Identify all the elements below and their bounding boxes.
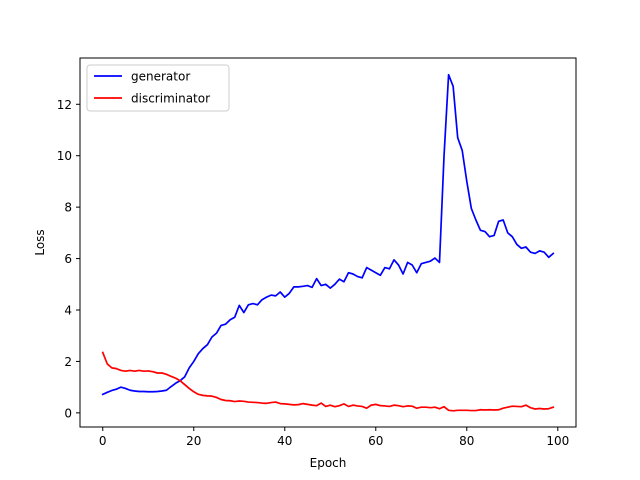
legend-label-generator: generator (131, 70, 190, 84)
x-tick-label: 0 (99, 434, 107, 448)
series-layer (101, 73, 555, 412)
legend: generator discriminator (86, 64, 230, 112)
y-tick-label: 4 (64, 304, 72, 318)
y-axis-ticks: 0 2 4 6 8 10 12 (57, 98, 80, 420)
series-line-generator (101, 73, 555, 396)
legend-box (86, 64, 230, 112)
y-tick-label: 8 (64, 201, 72, 215)
x-tick-label: 60 (368, 434, 383, 448)
x-tick-label: 40 (277, 434, 292, 448)
y-tick-label: 0 (64, 406, 72, 420)
x-axis-ticks: 0 20 40 60 80 100 (99, 427, 569, 448)
series-line-discriminator (101, 351, 555, 412)
plot-frame (79, 57, 577, 428)
plot-background (80, 58, 576, 427)
y-tick-label: 10 (57, 149, 72, 163)
x-tick-label: 100 (546, 434, 569, 448)
x-tick-label: 80 (459, 434, 474, 448)
x-tick-label: 20 (186, 434, 201, 448)
y-tick-label: 6 (64, 252, 72, 266)
legend-label-discriminator: discriminator (131, 92, 210, 106)
y-axis-label: Loss (33, 229, 47, 255)
y-tick-label: 12 (57, 98, 72, 112)
y-tick-label: 2 (64, 355, 72, 369)
x-axis-label: Epoch (310, 456, 347, 470)
